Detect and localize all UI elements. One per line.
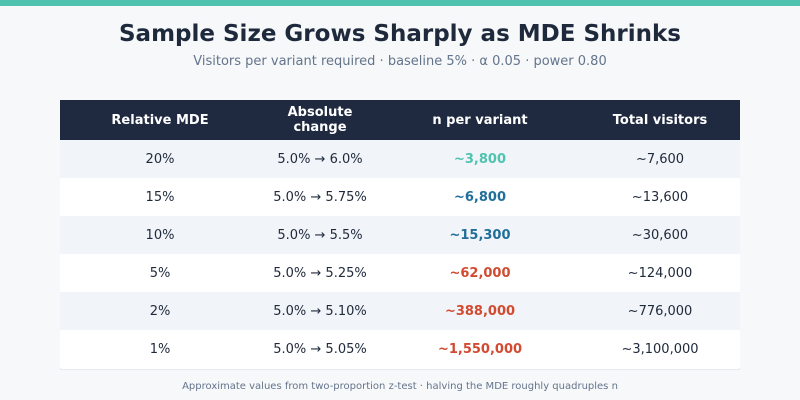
- cell-absolute-change: 5.0% → 6.0%: [260, 140, 380, 178]
- table-row: 15% 5.0% → 5.75% ~6,800 ~13,600: [60, 178, 740, 216]
- column-header-n-per-variant: n per variant: [380, 100, 580, 140]
- cell-total-visitors: ~30,600: [580, 216, 740, 254]
- table-row: 5% 5.0% → 5.25% ~62,000 ~124,000: [60, 254, 740, 292]
- chart-subtitle: Visitors per variant required · baseline…: [193, 54, 607, 69]
- cell-absolute-change: 5.0% → 5.05%: [260, 330, 380, 368]
- cell-relative-mde: 5%: [60, 254, 260, 292]
- column-header-relative-mde: Relative MDE: [60, 100, 260, 140]
- cell-absolute-change: 5.0% → 5.5%: [260, 216, 380, 254]
- cell-relative-mde: 15%: [60, 178, 260, 216]
- cell-absolute-change: 5.0% → 5.75%: [260, 178, 380, 216]
- cell-total-visitors: ~124,000: [580, 254, 740, 292]
- sample-size-table-container: Relative MDE Absolute change n per varia…: [60, 100, 740, 370]
- top-accent-bar: [0, 0, 800, 6]
- cell-n-per-variant: ~62,000: [380, 254, 580, 292]
- table-body: 20% 5.0% → 6.0% ~3,800 ~7,600 15% 5.0% → 5.75…: [60, 140, 740, 368]
- cell-n-per-variant: ~15,300: [380, 216, 580, 254]
- cell-total-visitors: ~3,100,000: [580, 330, 740, 368]
- cell-n-per-variant: ~1,550,000: [380, 330, 580, 368]
- cell-total-visitors: ~776,000: [580, 292, 740, 330]
- column-header-total-visitors: Total visitors: [580, 100, 740, 140]
- sample-size-table: Relative MDE Absolute change n per varia…: [60, 100, 740, 368]
- cell-absolute-change: 5.0% → 5.10%: [260, 292, 380, 330]
- cell-n-per-variant: ~388,000: [380, 292, 580, 330]
- cell-n-per-variant: ~6,800: [380, 178, 580, 216]
- cell-relative-mde: 2%: [60, 292, 260, 330]
- footnote: Approximate values from two-proportion z…: [182, 381, 618, 392]
- table-row: 2% 5.0% → 5.10% ~388,000 ~776,000: [60, 292, 740, 330]
- cell-relative-mde: 10%: [60, 216, 260, 254]
- cell-relative-mde: 20%: [60, 140, 260, 178]
- cell-total-visitors: ~7,600: [580, 140, 740, 178]
- cell-n-per-variant: ~3,800: [380, 140, 580, 178]
- cell-total-visitors: ~13,600: [580, 178, 740, 216]
- cell-absolute-change: 5.0% → 5.25%: [260, 254, 380, 292]
- column-header-absolute-change: Absolute change: [260, 100, 380, 140]
- table-row: 20% 5.0% → 6.0% ~3,800 ~7,600: [60, 140, 740, 178]
- table-header-row: Relative MDE Absolute change n per varia…: [60, 100, 740, 140]
- cell-relative-mde: 1%: [60, 330, 260, 368]
- table-row: 1% 5.0% → 5.05% ~1,550,000 ~3,100,000: [60, 330, 740, 368]
- chart-title: Sample Size Grows Sharply as MDE Shrinks: [118, 21, 681, 47]
- table-row: 10% 5.0% → 5.5% ~15,300 ~30,600: [60, 216, 740, 254]
